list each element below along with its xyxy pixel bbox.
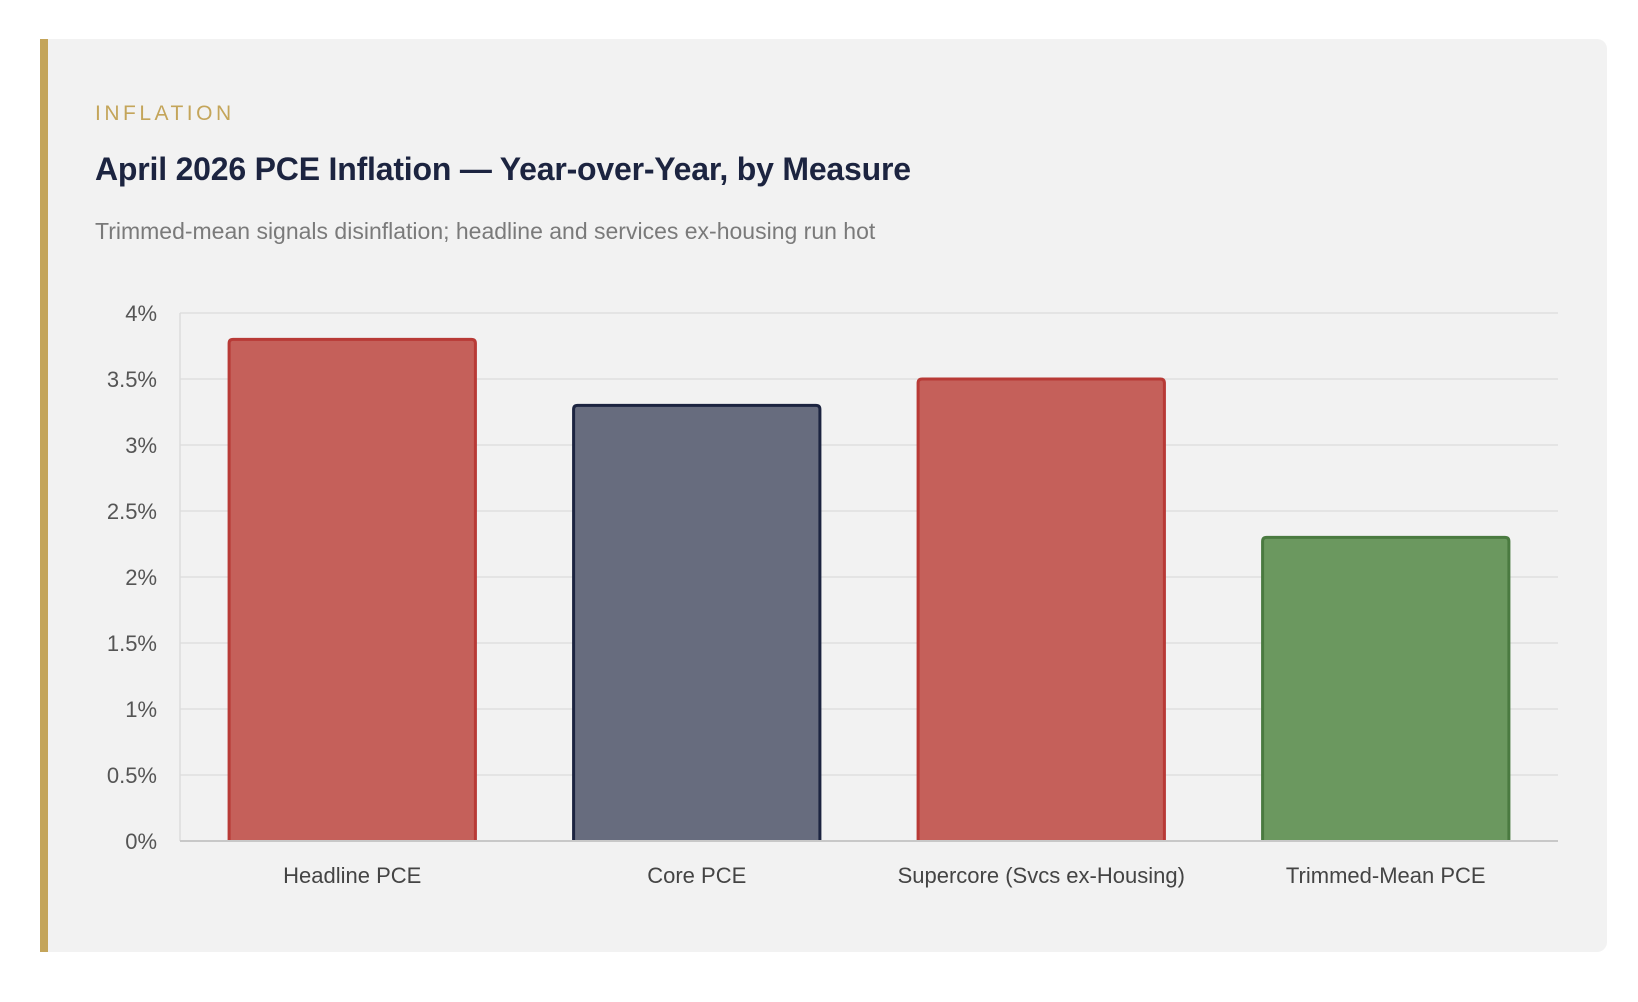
bar-outline [227, 337, 477, 841]
y-tick-label: 0% [125, 829, 157, 854]
bar-trimmed-mean-pce [1262, 537, 1509, 841]
bar-headline-pce [229, 339, 476, 841]
x-category-label: Trimmed-Mean PCE [1286, 863, 1486, 888]
chart-subtitle: Trimmed-mean signals disinflation; headl… [95, 218, 876, 244]
accent-bar [40, 39, 48, 952]
chart-title: April 2026 PCE Inflation — Year-over-Yea… [95, 151, 911, 187]
x-axis-labels: Headline PCE Core PCE Supercore (Svcs ex-H… [283, 863, 1485, 888]
bar-outline [1261, 535, 1511, 841]
y-tick-label: 2% [125, 565, 157, 590]
bar-core-pce [573, 405, 820, 841]
y-tick-label: 2.5% [107, 499, 157, 524]
x-category-label: Headline PCE [283, 863, 421, 888]
bars [227, 337, 1511, 841]
y-tick-label: 1% [125, 697, 157, 722]
bar-outline [572, 403, 822, 841]
y-tick-label: 3% [125, 433, 157, 458]
bar-outline [916, 377, 1166, 841]
y-tick-label: 1.5% [107, 631, 157, 656]
x-category-label: Core PCE [647, 863, 746, 888]
eyebrow-label: INFLATION [95, 102, 235, 125]
y-tick-label: 0.5% [107, 763, 157, 788]
x-category-label: Supercore (Svcs ex-Housing) [898, 863, 1185, 888]
y-tick-label: 4% [125, 301, 157, 326]
y-axis-ticks: 0% 0.5% 1% 1.5% 2% 2.5% 3% 3.5% 4% [107, 301, 157, 854]
y-tick-label: 3.5% [107, 367, 157, 392]
bar-supercore-svcs-ex-housing [918, 379, 1165, 841]
